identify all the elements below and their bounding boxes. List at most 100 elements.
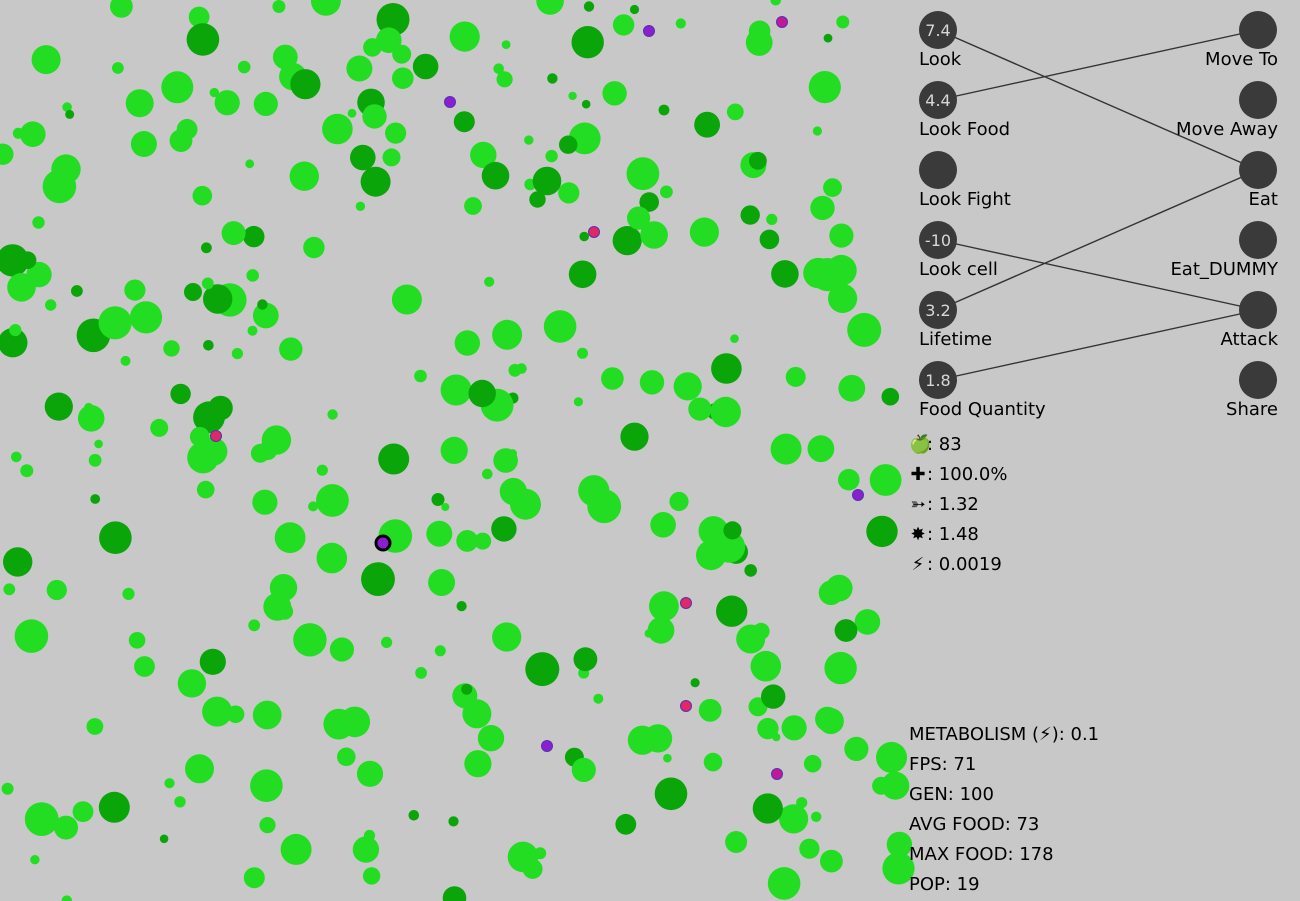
input-value-lifetime: 3.2 <box>925 300 951 320</box>
food-pellet <box>360 166 391 197</box>
food-pellet <box>803 257 834 289</box>
food-pellet <box>428 569 456 596</box>
food-pellet <box>253 91 278 116</box>
food-pellet <box>279 337 303 361</box>
food-pellet <box>170 383 191 405</box>
food-pellet <box>573 397 584 407</box>
food-pellet <box>31 45 61 75</box>
food-pellet <box>316 542 348 574</box>
output-label-share: Share <box>1226 399 1278 420</box>
selected-creature[interactable] <box>374 534 392 552</box>
food-pellet <box>716 595 748 627</box>
output-node-share <box>1239 361 1277 399</box>
creature <box>444 96 456 108</box>
food-pellet <box>799 838 820 859</box>
food-pellet <box>484 276 495 287</box>
food-pellet <box>337 747 356 767</box>
food-pellet <box>474 532 492 550</box>
food-pellet <box>272 44 298 70</box>
food-pellet <box>740 205 760 225</box>
input-label-look-food: Look Food <box>919 119 1011 140</box>
input-label-look-fight: Look Fight <box>919 189 1011 210</box>
food-pellet <box>663 753 672 763</box>
food-pellet <box>339 706 371 738</box>
food-pellet <box>362 104 387 129</box>
food-pellet <box>640 221 668 249</box>
food-pellet <box>772 733 781 742</box>
stat-attack-value: : 1.48 <box>927 524 979 545</box>
food-pellet <box>46 579 67 601</box>
food-pellet <box>293 851 307 865</box>
food-pellet <box>770 433 802 465</box>
food-pellet <box>750 650 782 682</box>
food-pellet <box>810 195 835 221</box>
food-pellet <box>492 622 522 652</box>
food-pellet <box>689 217 720 247</box>
food-pellet <box>125 89 154 118</box>
food-pellet <box>654 777 688 811</box>
food-pellet <box>187 441 219 474</box>
food-pellet <box>464 750 492 778</box>
food-pellet <box>44 392 73 421</box>
food-pellet <box>499 477 527 506</box>
creature <box>680 700 692 712</box>
food-pellet <box>785 366 806 387</box>
food-pellet <box>881 387 900 406</box>
food-pellet <box>571 26 604 59</box>
food-pellet <box>164 778 175 789</box>
food-pellet <box>844 736 869 762</box>
output-label-move-away: Move Away <box>1176 119 1278 140</box>
food-pellet <box>42 169 77 204</box>
food-pellet <box>346 55 373 82</box>
food-pellet <box>20 464 34 478</box>
food-pellet <box>838 468 860 491</box>
food-pellet <box>615 813 637 835</box>
creature <box>680 597 692 609</box>
food-pellet <box>440 374 472 406</box>
food-pellet <box>412 53 439 80</box>
food-pellet <box>189 426 210 447</box>
food-pellet <box>10 451 22 463</box>
stat-food: 🍏: 83 <box>909 434 962 455</box>
food-pellet <box>269 574 298 602</box>
output-node-eat-dummy <box>1239 221 1277 259</box>
food-pellet <box>203 340 214 351</box>
food-pellet <box>824 651 857 685</box>
food-pellet <box>834 619 858 642</box>
food-pellet <box>847 312 882 347</box>
food-pellet <box>122 587 135 601</box>
food-pellet <box>723 521 742 540</box>
health-cross-icon: ✚ <box>910 464 926 485</box>
food-pellet <box>385 122 407 144</box>
food-pellet <box>391 284 422 315</box>
food-pellet <box>440 436 468 464</box>
food-pellet <box>226 705 245 724</box>
food-pellet <box>176 118 198 140</box>
food-pellet <box>627 206 651 230</box>
food-pellet <box>713 531 746 563</box>
food-pellet <box>579 231 589 242</box>
food-pellet <box>243 867 265 889</box>
food-pellet <box>12 127 24 139</box>
input-label-look: Look <box>919 49 962 70</box>
food-pellet <box>442 886 467 901</box>
input-label-look-cell: Look cell <box>919 259 998 280</box>
food-pellet <box>247 325 258 336</box>
food-pellet <box>243 225 265 248</box>
food-pellet <box>482 468 493 480</box>
food-pellet <box>745 29 773 56</box>
food-pellet <box>872 776 891 795</box>
food-pellet <box>761 684 786 709</box>
food-pellet <box>329 637 354 662</box>
food-pellet <box>825 574 853 602</box>
food-pellet <box>766 213 778 225</box>
food-pellet <box>415 667 427 679</box>
metabolism-readout: METABOLISM (⚡): 0.1 <box>909 724 1100 745</box>
food-pellet <box>196 480 215 499</box>
food-pellet <box>202 696 233 727</box>
food-pellet <box>711 353 742 384</box>
food-pellet <box>88 453 102 467</box>
food-pellet <box>65 109 75 119</box>
food-pellet <box>355 201 366 211</box>
